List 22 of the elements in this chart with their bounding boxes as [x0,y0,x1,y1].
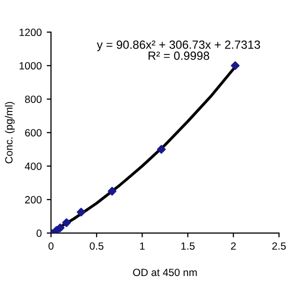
y-tick-label: 400 [24,162,42,170]
point [230,61,240,70]
point [108,186,116,196]
y-tick-label: 0 [36,230,42,237]
point [76,208,86,216]
x-tick-label: 0 [48,242,54,250]
x-tick-label: 2.5 [272,242,286,250]
y-tick-label: 600 [25,129,42,136]
x-axis-title: OD at 450 nm [133,268,197,276]
y-tick-label: 1000 [20,62,42,70]
x-tick-label: 1.5 [181,242,195,250]
y-axis-title: Conc. (pg/ml) [4,102,15,164]
x-tick-label: 0.5 [90,242,104,250]
annotation: y = 90.86x² + 306.73x + 2.7313 [96,40,260,52]
x-tick-label: 1 [140,242,145,250]
point [62,218,71,228]
y-tick-label: 800 [25,96,42,103]
annotation: R² = 0.9998 [148,52,210,60]
x-tick-label: 2 [231,242,236,250]
y-tick-label: 1200 [20,28,42,36]
y-tick-label: 200 [25,196,42,204]
point [156,144,166,154]
